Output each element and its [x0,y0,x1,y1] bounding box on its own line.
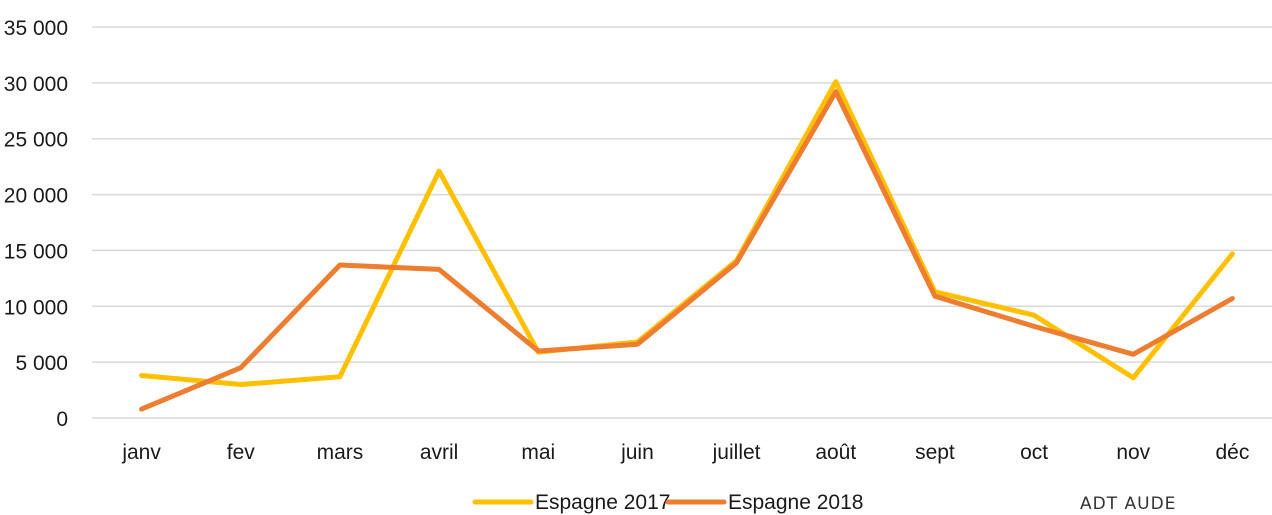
x-tick-label: sept [915,441,955,464]
x-axis-tick-labels: janv fev mars avril mai juin juillet août sept oc… [121,441,1249,464]
x-tick-label: mars [317,441,364,464]
source-label: ADT AUDE [1080,494,1177,514]
y-tick-label: 15 000 [4,240,68,263]
y-axis-tick-labels: 0 5 000 10 000 15 000 20 000 25 000 30 000 35 0… [4,17,68,431]
series-lines [139,79,1235,412]
x-tick-label: fev [227,441,256,464]
y-tick-label: 10 000 [4,296,68,319]
y-tick-label: 5 000 [15,352,68,375]
y-tick-label: 0 [56,408,68,431]
x-tick-label: avril [420,441,459,464]
legend: Espagne 2017 Espagne 2018 [472,491,863,514]
y-tick-label: 25 000 [4,129,68,152]
x-tick-label: août [815,441,856,464]
legend-label: Espagne 2017 [535,491,670,514]
x-tick-label: déc [1215,441,1249,464]
y-tick-label: 30 000 [4,73,68,96]
x-tick-label: janv [121,441,161,464]
y-tick-label: 35 000 [4,17,68,40]
series-line-1 [139,79,1235,387]
x-tick-label: juin [620,441,654,464]
x-tick-label: oct [1020,441,1048,464]
y-tick-label: 20 000 [4,185,68,208]
x-tick-label: mai [521,441,555,464]
gridlines [92,26,1272,419]
legend-label: Espagne 2018 [728,491,863,514]
x-tick-label: juillet [712,441,761,464]
series-line-2 [139,89,1235,412]
x-tick-label: nov [1116,441,1150,464]
